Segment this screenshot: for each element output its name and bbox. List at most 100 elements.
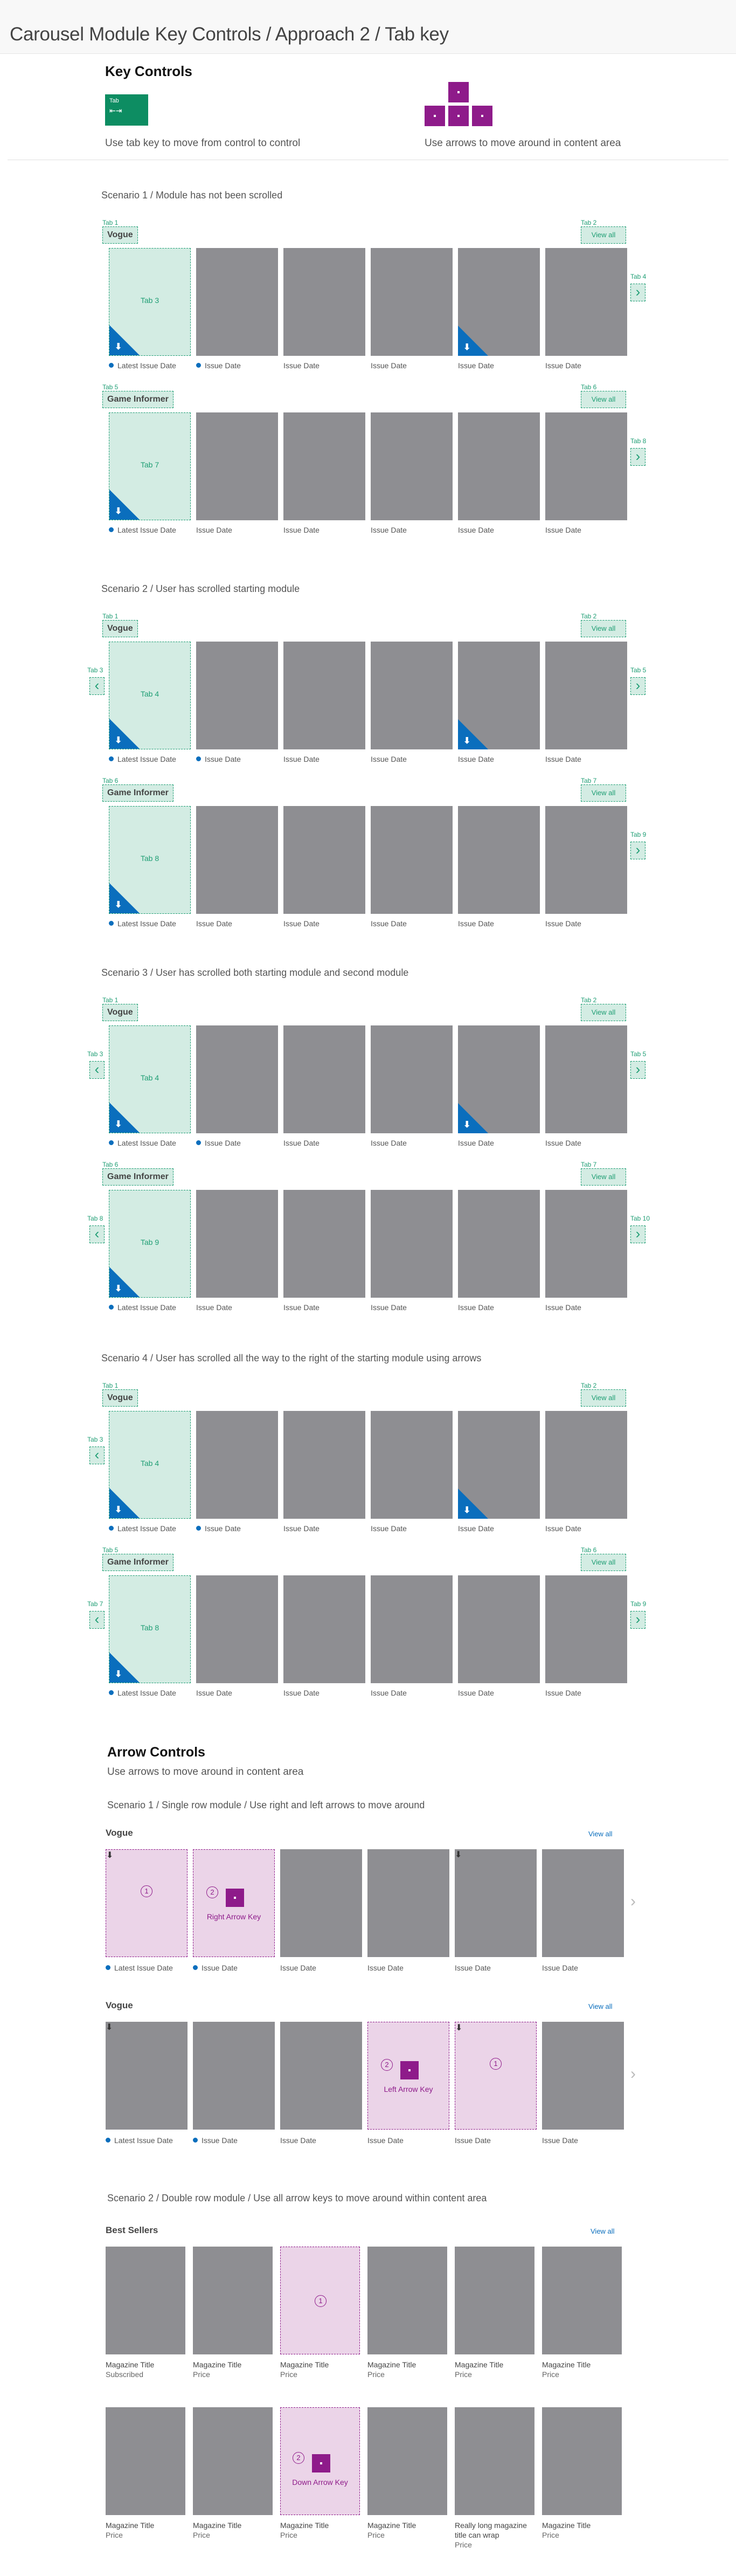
chevron-left-icon[interactable]: ‹ [89,1611,105,1629]
module-title[interactable]: Game Informer [102,784,173,802]
focused-tile[interactable]: Tab 4 ⬇ [109,1025,191,1133]
highlighted-tile[interactable]: 2 Right Arrow Key [193,1849,275,1957]
chevron-right-icon[interactable]: › [630,1611,645,1629]
magazine-tile[interactable] [106,2247,185,2354]
focused-tile[interactable]: Tab 7 ⬇ [109,412,191,520]
chevron-left-icon[interactable]: ‹ [89,1447,105,1464]
magazine-tile[interactable] [193,2247,273,2354]
magazine-tile[interactable] [283,1025,365,1133]
magazine-tile[interactable] [545,1190,627,1298]
magazine-tile[interactable] [545,1575,627,1683]
magazine-tile[interactable]: ⬇ [458,1025,540,1133]
chevron-right-icon[interactable]: › [630,2065,636,2083]
chevron-right-icon[interactable]: › [630,448,645,466]
magazine-tile[interactable] [371,1025,453,1133]
magazine-tile[interactable] [542,2022,624,2130]
module-title[interactable]: Game Informer [102,1168,173,1186]
focused-tile[interactable]: Tab 4 ⬇ [109,642,191,749]
magazine-tile[interactable] [196,1575,278,1683]
view-all-link[interactable]: View all [588,2002,613,2010]
highlighted-tile[interactable]: 2 Left Arrow Key [367,2022,449,2130]
magazine-tile[interactable] [458,806,540,914]
magazine-tile[interactable] [193,2407,273,2515]
magazine-tile[interactable]: ⬇ [458,1411,540,1519]
magazine-tile[interactable] [455,2407,534,2515]
highlighted-tile[interactable]: 1 ⬇ [455,2022,537,2130]
view-all-button[interactable]: View all [581,1168,626,1186]
focused-tile[interactable]: Tab 4 ⬇ [109,1411,191,1519]
magazine-tile[interactable] [196,412,278,520]
magazine-tile[interactable] [458,1190,540,1298]
module-title[interactable]: Vogue [102,226,138,244]
magazine-tile[interactable] [367,2407,447,2515]
magazine-tile[interactable]: ⬇ [458,642,540,749]
magazine-tile[interactable] [283,248,365,356]
view-all-button[interactable]: View all [581,226,626,244]
magazine-tile[interactable]: ⬇ [458,248,540,356]
magazine-tile[interactable] [196,642,278,749]
module-title[interactable]: Game Informer [102,1554,173,1571]
magazine-tile[interactable] [371,1575,453,1683]
magazine-tile[interactable] [283,1411,365,1519]
view-all-link[interactable]: View all [591,2227,615,2235]
highlighted-tile[interactable]: 1 [280,2247,360,2354]
magazine-tile[interactable] [371,806,453,914]
magazine-tile[interactable] [371,642,453,749]
magazine-tile[interactable] [196,1025,278,1133]
chevron-right-icon[interactable]: › [630,1225,645,1243]
magazine-tile[interactable] [545,1411,627,1519]
magazine-tile[interactable] [367,2247,447,2354]
magazine-tile[interactable] [196,248,278,356]
magazine-tile[interactable] [545,412,627,520]
magazine-tile[interactable] [542,2247,622,2354]
module-title[interactable]: Game Informer [102,391,173,408]
magazine-tile[interactable] [367,1849,449,1957]
highlighted-tile[interactable]: 2 Down Arrow Key [280,2407,360,2515]
magazine-tile[interactable] [545,806,627,914]
magazine-tile[interactable] [545,1025,627,1133]
magazine-tile[interactable] [371,248,453,356]
magazine-tile[interactable] [283,1190,365,1298]
magazine-tile[interactable] [283,412,365,520]
chevron-right-icon[interactable]: › [630,284,645,301]
magazine-tile[interactable] [196,1411,278,1519]
chevron-right-icon[interactable]: › [630,1061,645,1079]
chevron-right-icon[interactable]: › [630,842,645,859]
magazine-tile[interactable] [371,1190,453,1298]
view-all-link[interactable]: View all [588,1830,613,1838]
focused-tile[interactable]: Tab 8 ⬇ [109,806,191,914]
magazine-tile[interactable] [280,2022,362,2130]
magazine-tile[interactable] [283,806,365,914]
magazine-tile[interactable]: ⬇ [106,2022,188,2130]
magazine-tile[interactable] [280,1849,362,1957]
module-title[interactable]: Vogue [102,620,138,637]
magazine-tile[interactable] [545,248,627,356]
chevron-left-icon[interactable]: ‹ [89,677,105,695]
magazine-tile[interactable]: ⬇ [455,1849,537,1957]
magazine-tile[interactable] [193,2022,275,2130]
chevron-right-icon[interactable]: › [630,1892,636,1910]
module-title[interactable]: Vogue [102,1389,138,1407]
magazine-tile[interactable] [545,642,627,749]
highlighted-tile[interactable]: 1 ⬇ [106,1849,188,1957]
view-all-button[interactable]: View all [581,1389,626,1407]
view-all-button[interactable]: View all [581,620,626,637]
magazine-tile[interactable] [371,412,453,520]
magazine-tile[interactable] [196,806,278,914]
chevron-right-icon[interactable]: › [630,677,645,695]
magazine-tile[interactable] [283,642,365,749]
view-all-button[interactable]: View all [581,1554,626,1571]
magazine-tile[interactable] [455,2247,534,2354]
magazine-tile[interactable] [458,1575,540,1683]
view-all-button[interactable]: View all [581,784,626,802]
focused-tile[interactable]: Tab 8 ⬇ [109,1575,191,1683]
chevron-left-icon[interactable]: ‹ [89,1061,105,1079]
magazine-tile[interactable] [106,2407,185,2515]
magazine-tile[interactable] [458,412,540,520]
magazine-tile[interactable] [283,1575,365,1683]
view-all-button[interactable]: View all [581,391,626,408]
magazine-tile[interactable] [542,1849,624,1957]
chevron-left-icon[interactable]: ‹ [89,1225,105,1243]
view-all-button[interactable]: View all [581,1004,626,1021]
focused-tile[interactable]: Tab 9 ⬇ [109,1190,191,1298]
